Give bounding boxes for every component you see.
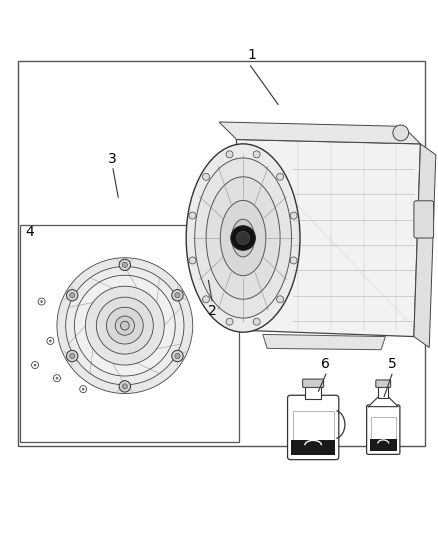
Polygon shape [414,144,436,348]
Circle shape [106,307,143,344]
Circle shape [189,257,196,264]
Circle shape [67,289,78,301]
Text: 4: 4 [25,225,34,239]
Circle shape [226,318,233,325]
Circle shape [175,293,180,298]
Bar [18,61,425,446]
Circle shape [290,212,297,219]
Circle shape [290,257,297,264]
Circle shape [226,151,233,158]
Text: 3: 3 [108,152,117,166]
Polygon shape [234,140,420,336]
Circle shape [57,258,193,393]
Bar [293,411,334,440]
Circle shape [122,384,127,389]
Circle shape [120,321,129,330]
FancyBboxPatch shape [303,379,324,387]
Circle shape [253,151,260,158]
Text: 1: 1 [247,49,256,62]
Circle shape [96,297,153,354]
Circle shape [70,353,75,359]
Circle shape [56,377,58,379]
Polygon shape [263,334,385,350]
Circle shape [122,262,127,268]
Circle shape [67,350,78,362]
Bar [370,439,397,451]
Bar [305,386,321,399]
Circle shape [82,388,85,391]
Circle shape [277,296,284,303]
Circle shape [393,125,409,141]
FancyBboxPatch shape [367,405,400,455]
Ellipse shape [220,200,266,276]
Circle shape [237,231,250,245]
Circle shape [74,275,175,376]
Bar [371,417,396,440]
Circle shape [202,173,209,180]
Ellipse shape [232,219,254,257]
Circle shape [119,259,131,271]
Circle shape [172,350,183,362]
Circle shape [119,381,131,392]
Circle shape [175,353,180,359]
Text: 6: 6 [321,357,329,371]
Polygon shape [219,122,420,144]
FancyBboxPatch shape [287,395,339,459]
Text: 5: 5 [388,357,396,371]
Bar [378,386,388,398]
Bar [20,225,239,442]
Circle shape [115,316,134,335]
FancyBboxPatch shape [376,380,391,387]
Polygon shape [368,397,398,407]
Circle shape [253,318,260,325]
Circle shape [40,300,43,303]
Circle shape [70,293,75,298]
Circle shape [34,364,36,366]
Circle shape [277,173,284,180]
FancyBboxPatch shape [414,201,434,238]
Circle shape [49,340,52,342]
Text: 2: 2 [208,304,216,318]
Bar [291,440,335,455]
Circle shape [231,226,255,251]
Ellipse shape [186,144,300,332]
Circle shape [202,296,209,303]
Circle shape [189,212,196,219]
Circle shape [66,266,184,385]
Circle shape [172,289,183,301]
Circle shape [85,286,164,365]
Ellipse shape [206,177,280,299]
Ellipse shape [195,158,292,318]
